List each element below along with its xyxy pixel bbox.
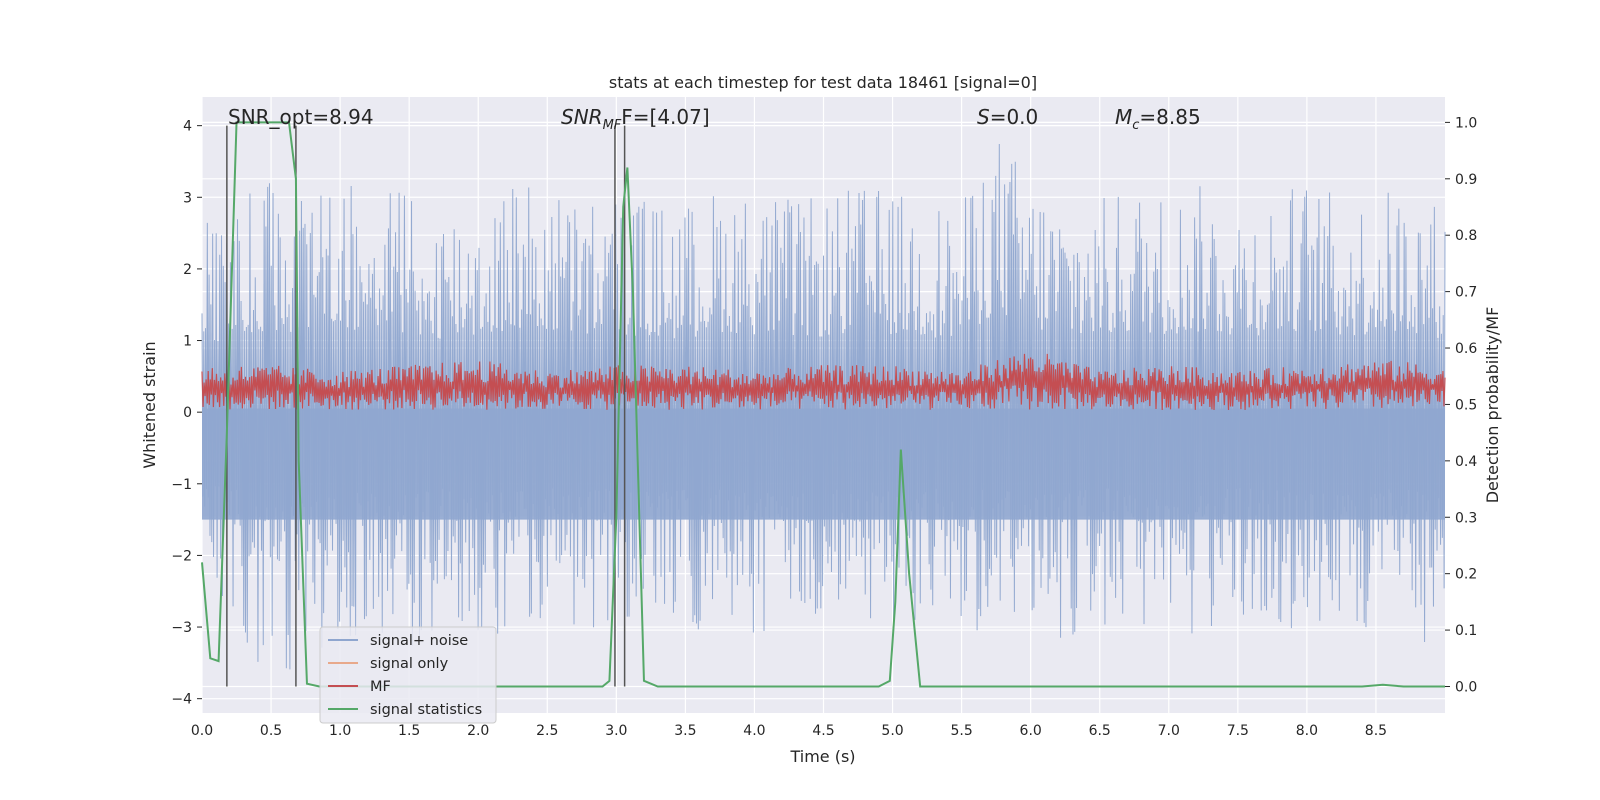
y-right-tick-label: 0.0	[1455, 679, 1477, 695]
y-left-tick-label: −2	[171, 548, 192, 564]
x-tick-label: 3.5	[674, 723, 696, 739]
x-tick-label: 6.0	[1020, 723, 1042, 739]
y-right-tick-label: 0.6	[1455, 341, 1477, 357]
legend-box	[319, 626, 497, 724]
x-tick-label: 7.5	[1227, 723, 1249, 739]
annotation-mc: Mc=8.85	[1115, 105, 1201, 133]
y-right-tick-label: 0.1	[1455, 623, 1477, 639]
x-tick-label: 2.0	[467, 723, 489, 739]
x-tick-label: 0.0	[191, 723, 213, 739]
x-tick-label: 6.5	[1089, 723, 1111, 739]
y-axis-right-label: Detection probability/MF	[1483, 307, 1502, 504]
y-left-tick-label: 1	[183, 334, 192, 350]
x-tick-label: 5.0	[881, 723, 903, 739]
y-left-tick-label: 4	[183, 119, 192, 135]
x-tick-label: 8.0	[1296, 723, 1318, 739]
chart-title: stats at each timestep for test data 184…	[609, 73, 1037, 92]
x-tick-label: 4.5	[812, 723, 834, 739]
x-tick-label: 4.0	[743, 723, 765, 739]
x-tick-label: 2.5	[536, 723, 558, 739]
legend: signal+ noise signal only MF signal stat…	[319, 626, 497, 724]
annotation-snr-mf: SNRMFF=[4.07]	[561, 105, 710, 133]
y-right-tick-label: 0.8	[1455, 228, 1477, 244]
x-tick-labels: 0.0 0.5 1.0 1.5 2.0 2.5 3.0 3.5 4.0 4.5 5.0 5.5 6.0 6…	[191, 723, 1387, 739]
y-axis-left-label: Whitened strain	[140, 341, 159, 468]
x-tick-label: 8.5	[1365, 723, 1387, 739]
annotation-s: S=0.0	[977, 105, 1038, 129]
x-axis-label: Time (s)	[789, 747, 855, 766]
series-mf	[201, 353, 1446, 411]
y-right-tick-label: 0.9	[1455, 172, 1477, 188]
y-left-tick-label: 0	[183, 405, 192, 421]
x-tick-label: 0.5	[260, 723, 282, 739]
legend-label-signal-noise: signal+ noise	[370, 633, 468, 649]
legend-label-signal-only: signal only	[370, 656, 449, 672]
x-tick-label: 3.0	[605, 723, 627, 739]
x-tick-label: 7.0	[1158, 723, 1180, 739]
y-right-tick-label: 0.4	[1455, 454, 1477, 470]
y-left-tick-label: 2	[183, 262, 192, 278]
series-signal-statistics	[201, 121, 1445, 688]
y-right-tick-label: 0.2	[1455, 567, 1477, 583]
y-left-tick-label: −1	[171, 477, 192, 493]
y-left-tick-label: −3	[171, 620, 192, 636]
x-tick-label: 1.0	[329, 723, 351, 739]
y-right-tick-labels: 1.0 0.9 0.8 0.7 0.6 0.5 0.4 0.3 0.2 0.1 0.0	[1455, 115, 1477, 695]
legend-label-signal-statistics: signal statistics	[370, 702, 482, 718]
y-right-tick-label: 0.5	[1455, 397, 1477, 413]
legend-label-mf: MF	[370, 679, 391, 695]
series-signal-noise-core	[202, 408, 1445, 520]
x-tick-label: 5.5	[950, 723, 972, 739]
y-left-tick-labels: 4 3 2 1 0 −1 −2 −3 −4	[171, 119, 192, 708]
annotation-snr-opt: SNR_opt=8.94	[228, 105, 374, 129]
y-right-tick-label: 1.0	[1455, 115, 1477, 131]
x-tick-label: 1.5	[398, 723, 420, 739]
y-right-tick-label: 0.3	[1455, 510, 1477, 526]
data-layer	[201, 121, 1446, 688]
y-left-tick-label: −4	[171, 692, 192, 708]
y-right-tick-label: 0.7	[1455, 285, 1477, 301]
y-left-tick-label: 3	[183, 190, 192, 206]
